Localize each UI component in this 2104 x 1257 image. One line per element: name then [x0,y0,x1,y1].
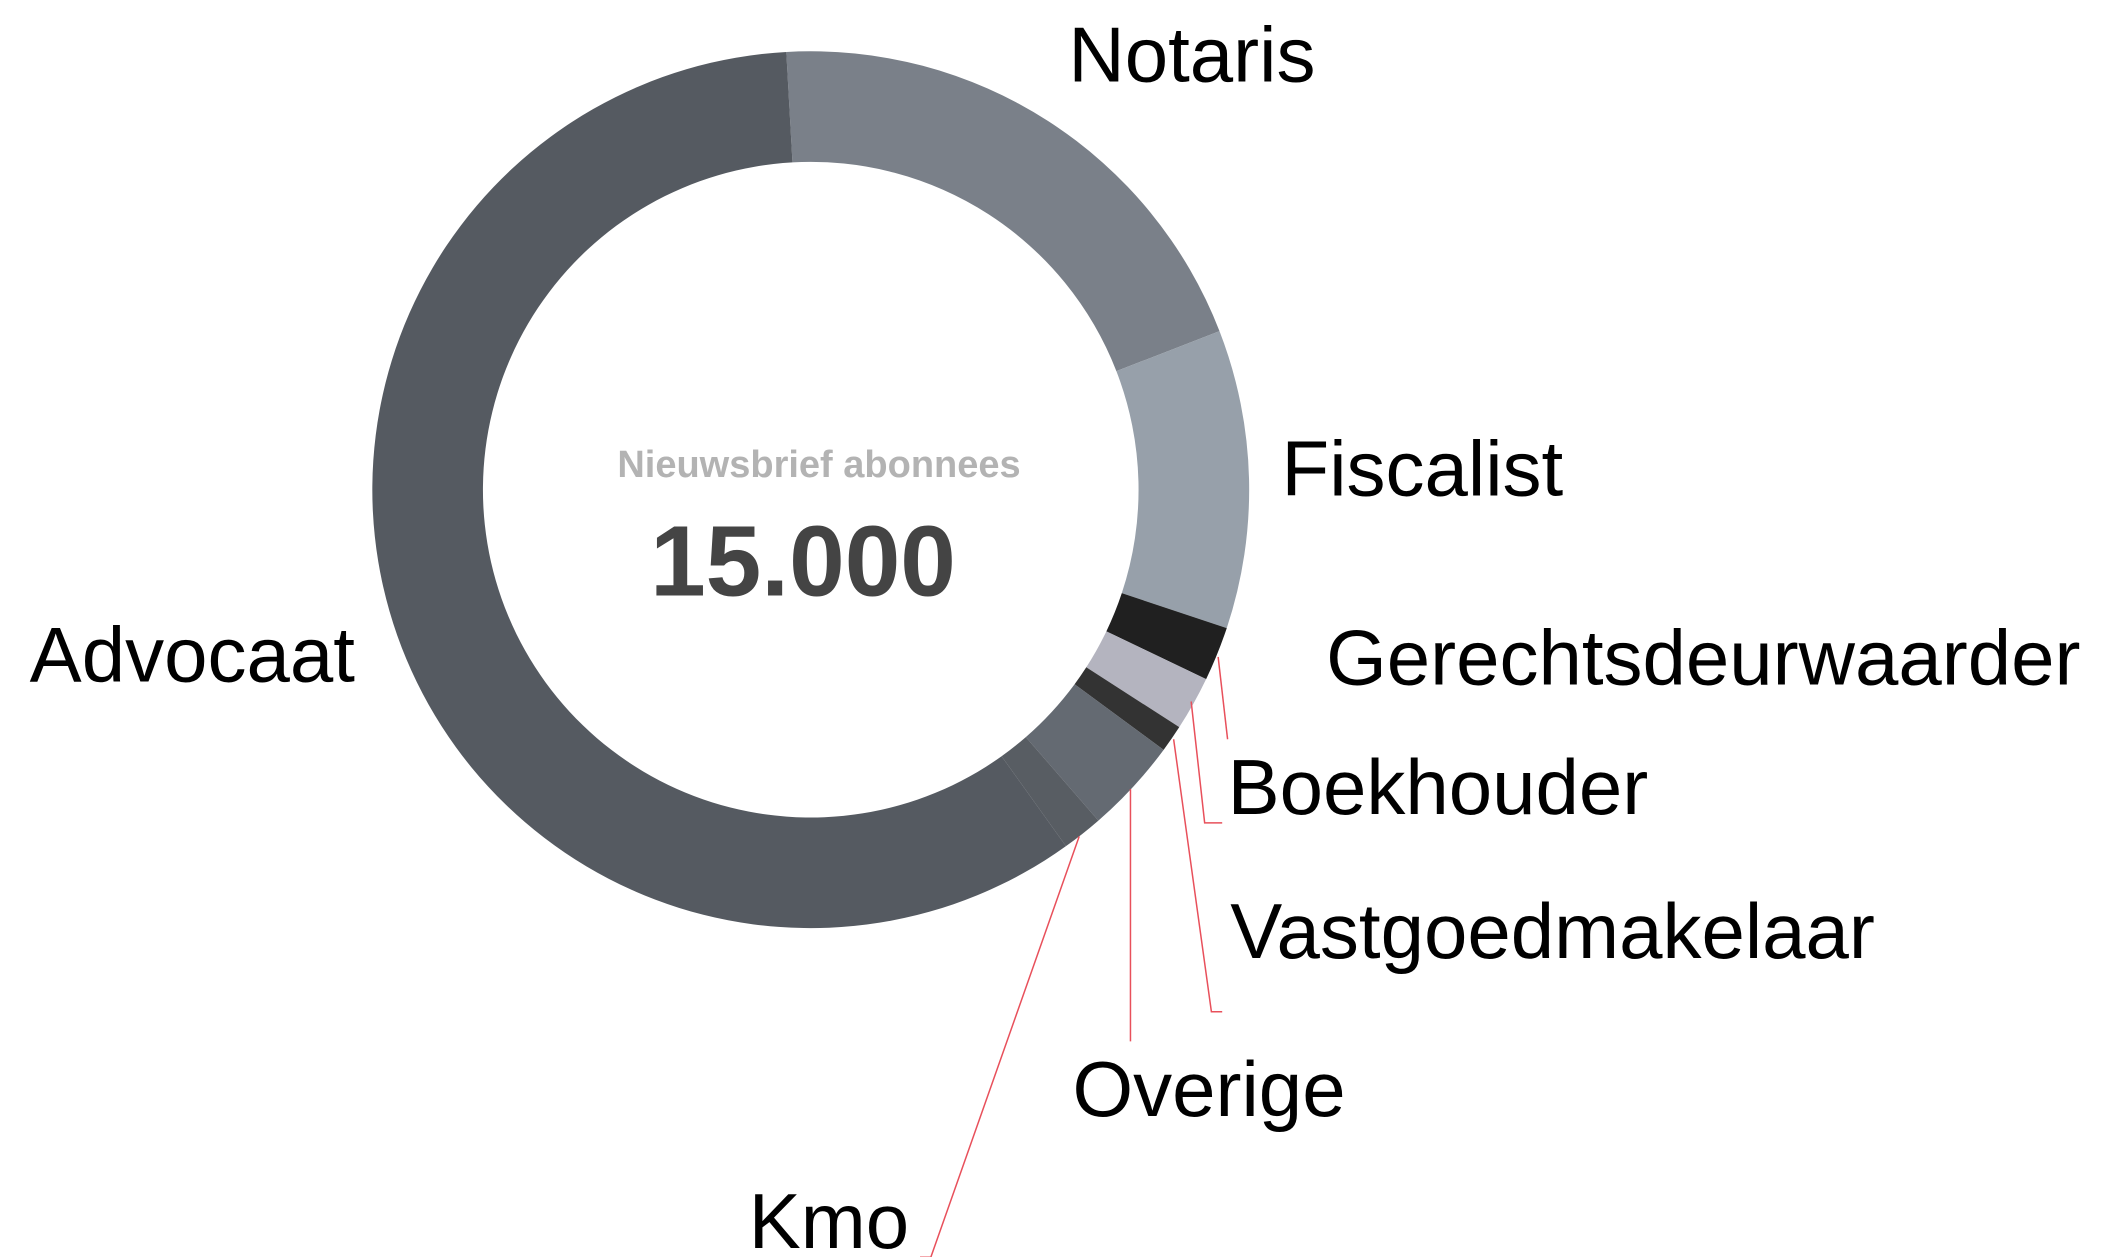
slice-label: Advocaat [30,611,356,699]
slice [1025,684,1164,821]
center-value: 15.000 [650,505,956,617]
slice-label: Vastgoedmakelaar [1230,887,1875,975]
slice-label: Gerechtsdeurwaarder [1326,613,2080,701]
slice [786,51,1220,372]
leader-line [1172,739,1223,1013]
leader-line [920,836,1080,1257]
slice-label: Notaris [1068,10,1315,98]
slice [372,51,1066,929]
slice-label: Overige [1072,1045,1345,1133]
slice-label: Boekhouder [1228,743,1649,831]
leader-line [1190,701,1223,824]
slice [1074,667,1180,750]
slice [1001,737,1099,847]
slice-label: Fiscalist [1282,424,1564,512]
center-label: Nieuwsbrief abonnees [617,444,1020,486]
slice [1116,331,1250,629]
leader-line [1217,656,1229,740]
slice [1106,593,1227,680]
slice-label: Kmo [749,1177,909,1257]
slice [1086,631,1207,728]
